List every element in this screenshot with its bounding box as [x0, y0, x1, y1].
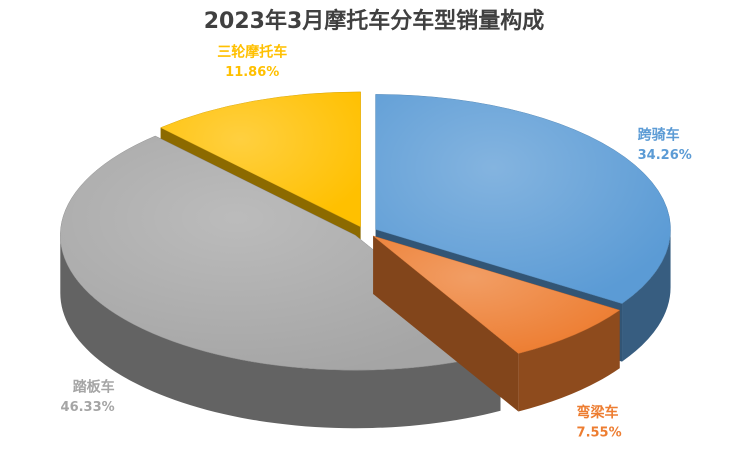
slice-side: [60, 235, 501, 429]
slice-highlight: [160, 91, 361, 227]
slice-highlight: [60, 136, 501, 371]
slice-side: [373, 236, 519, 412]
data-label-name: 跨骑车: [638, 127, 680, 144]
slice-side: [622, 229, 671, 362]
data-label-value: 46.33%: [61, 400, 115, 415]
slice-highlight: [375, 94, 671, 304]
data-label-name: 三轮摩托车: [217, 43, 287, 60]
data-label-value: 11.86%: [225, 65, 279, 80]
data-label-name: 弯梁车: [577, 404, 619, 421]
slice-highlight: [373, 236, 620, 354]
data-label-value: 7.55%: [577, 426, 622, 441]
data-label-value: 34.26%: [638, 148, 692, 163]
data-label-name: 踏板车: [73, 378, 115, 395]
chart-title: 2023年3月摩托车分车型销量构成: [204, 8, 545, 34]
slice-side: [518, 310, 620, 412]
